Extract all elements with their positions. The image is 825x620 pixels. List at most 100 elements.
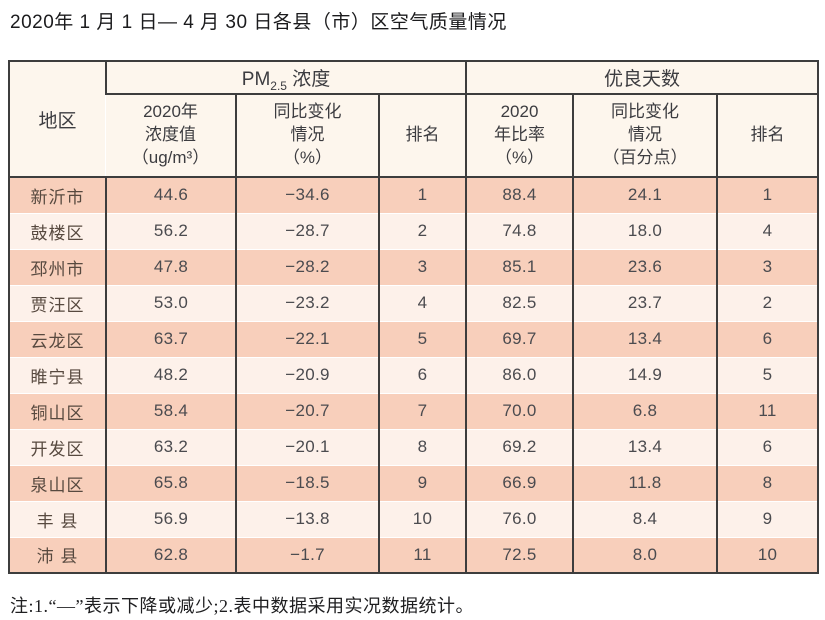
header-group-pm25: PM2.5 浓度: [104, 61, 467, 95]
table-row: 沛 县 62.8 −1.7 11 72.5 8.0 10: [9, 537, 819, 573]
table-header: 地区 PM2.5 浓度 优良天数 2020年 浓度值 （ug/m³） 同比变化 …: [9, 61, 819, 178]
header-good-change: 同比变化 情况 （百分点）: [572, 94, 718, 178]
cell-pm-rank: 8: [377, 429, 467, 465]
cell-region: 新沂市: [9, 177, 106, 213]
cell-pm-change: −20.1: [235, 429, 379, 465]
cell-pm-change: −18.5: [235, 465, 379, 501]
cell-pm-change: −28.2: [235, 249, 379, 285]
cell-pm-rank: 9: [377, 465, 467, 501]
cell-pm-value: 62.8: [105, 537, 236, 573]
cell-good-change: 23.7: [572, 285, 718, 321]
cell-pm-change: −13.8: [235, 501, 379, 537]
cell-good-rate: 88.4: [465, 177, 574, 213]
cell-pm-value: 53.0: [105, 285, 236, 321]
header-group-good-days: 优良天数: [465, 61, 819, 95]
cell-pm-change: −34.6: [235, 177, 379, 213]
table-row: 丰 县 56.9 −13.8 10 76.0 8.4 9: [9, 501, 819, 537]
page-title: 2020年 1 月 1 日— 4 月 30 日各县（市）区空气质量情况: [10, 12, 507, 33]
header-pm-rank: 排名: [377, 94, 467, 178]
air-quality-table: 地区 PM2.5 浓度 优良天数 2020年 浓度值 （ug/m³） 同比变化 …: [8, 60, 820, 574]
cell-good-change: 8.4: [572, 501, 718, 537]
cell-good-rank: 11: [716, 393, 819, 429]
cell-region: 丰 县: [9, 501, 106, 537]
cell-good-rank: 8: [716, 465, 819, 501]
cell-good-rate: 82.5: [465, 285, 574, 321]
table-row: 邳州市 47.8 −28.2 3 85.1 23.6 3: [9, 249, 819, 285]
cell-pm-rank: 6: [377, 357, 467, 393]
cell-good-change: 18.0: [572, 213, 718, 249]
table-body: 新沂市 44.6 −34.6 1 88.4 24.1 1 鼓楼区 56.2 −2…: [9, 177, 819, 573]
footnote: 注:1.“—”表示下降或减少;2.表中数据采用实况数据统计。: [10, 596, 474, 616]
cell-good-rate: 70.0: [465, 393, 574, 429]
cell-region: 开发区: [9, 429, 106, 465]
cell-pm-value: 44.6: [105, 177, 236, 213]
cell-pm-rank: 1: [377, 177, 467, 213]
header-region: 地区: [9, 61, 106, 178]
header-pm-value: 2020年 浓度值 （ug/m³）: [106, 94, 236, 178]
cell-good-rank: 9: [716, 501, 819, 537]
cell-region: 铜山区: [9, 393, 106, 429]
cell-good-rate: 66.9: [465, 465, 574, 501]
cell-good-change: 13.4: [572, 321, 718, 357]
cell-region: 邳州市: [9, 249, 106, 285]
header-good-rate: 2020 年比率 （%）: [465, 94, 574, 178]
cell-good-rank: 3: [716, 249, 819, 285]
cell-pm-rank: 5: [377, 321, 467, 357]
cell-pm-change: −23.2: [235, 285, 379, 321]
table-row: 泉山区 65.8 −18.5 9 66.9 11.8 8: [9, 465, 819, 501]
cell-good-rank: 6: [716, 321, 819, 357]
cell-pm-change: −20.9: [235, 357, 379, 393]
table-row: 睢宁县 48.2 −20.9 6 86.0 14.9 5: [9, 357, 819, 393]
cell-region: 睢宁县: [9, 357, 106, 393]
cell-pm-value: 58.4: [105, 393, 236, 429]
cell-pm-value: 65.8: [105, 465, 236, 501]
cell-good-rank: 5: [716, 357, 819, 393]
pm-label-prefix: PM: [241, 69, 271, 90]
cell-good-change: 24.1: [572, 177, 718, 213]
cell-pm-change: −20.7: [235, 393, 379, 429]
cell-good-rank: 1: [716, 177, 819, 213]
cell-region: 云龙区: [9, 321, 106, 357]
cell-pm-rank: 3: [377, 249, 467, 285]
cell-pm-rank: 7: [377, 393, 467, 429]
cell-pm-rank: 11: [377, 537, 467, 573]
pm-label-subscript: 2.5: [270, 78, 287, 93]
cell-good-change: 23.6: [572, 249, 718, 285]
header-sub-row: 2020年 浓度值 （ug/m³） 同比变化 情况 （%） 排名 2020 年比…: [9, 94, 819, 178]
table-row: 新沂市 44.6 −34.6 1 88.4 24.1 1: [9, 177, 819, 213]
header-pm-change: 同比变化 情况 （%）: [235, 94, 379, 178]
cell-good-change: 11.8: [572, 465, 718, 501]
cell-pm-rank: 10: [377, 501, 467, 537]
cell-region: 沛 县: [9, 537, 106, 573]
cell-good-change: 8.0: [572, 537, 718, 573]
cell-region: 贾汪区: [9, 285, 106, 321]
cell-good-change: 13.4: [572, 429, 718, 465]
table-row: 云龙区 63.7 −22.1 5 69.7 13.4 6: [9, 321, 819, 357]
cell-pm-value: 56.9: [105, 501, 236, 537]
cell-pm-value: 63.7: [105, 321, 236, 357]
cell-pm-value: 47.8: [105, 249, 236, 285]
cell-good-rank: 4: [716, 213, 819, 249]
cell-good-change: 6.8: [572, 393, 718, 429]
cell-pm-change: −22.1: [235, 321, 379, 357]
cell-good-rank: 2: [716, 285, 819, 321]
cell-region: 鼓楼区: [9, 213, 106, 249]
table-row: 鼓楼区 56.2 −28.7 2 74.8 18.0 4: [9, 213, 819, 249]
cell-good-rate: 69.2: [465, 429, 574, 465]
cell-good-rank: 10: [716, 537, 819, 573]
header-good-rank: 排名: [716, 94, 819, 178]
cell-pm-rank: 2: [377, 213, 467, 249]
cell-good-rate: 74.8: [465, 213, 574, 249]
cell-pm-value: 56.2: [105, 213, 236, 249]
cell-region: 泉山区: [9, 465, 106, 501]
cell-good-rate: 72.5: [465, 537, 574, 573]
table-row: 贾汪区 53.0 −23.2 4 82.5 23.7 2: [9, 285, 819, 321]
cell-good-rate: 69.7: [465, 321, 574, 357]
cell-pm-rank: 4: [377, 285, 467, 321]
table-row: 开发区 63.2 −20.1 8 69.2 13.4 6: [9, 429, 819, 465]
cell-good-rate: 86.0: [465, 357, 574, 393]
cell-pm-change: −1.7: [235, 537, 379, 573]
pm-label-suffix: 浓度: [286, 69, 331, 90]
header-group-row: 地区 PM2.5 浓度 优良天数: [9, 61, 819, 178]
